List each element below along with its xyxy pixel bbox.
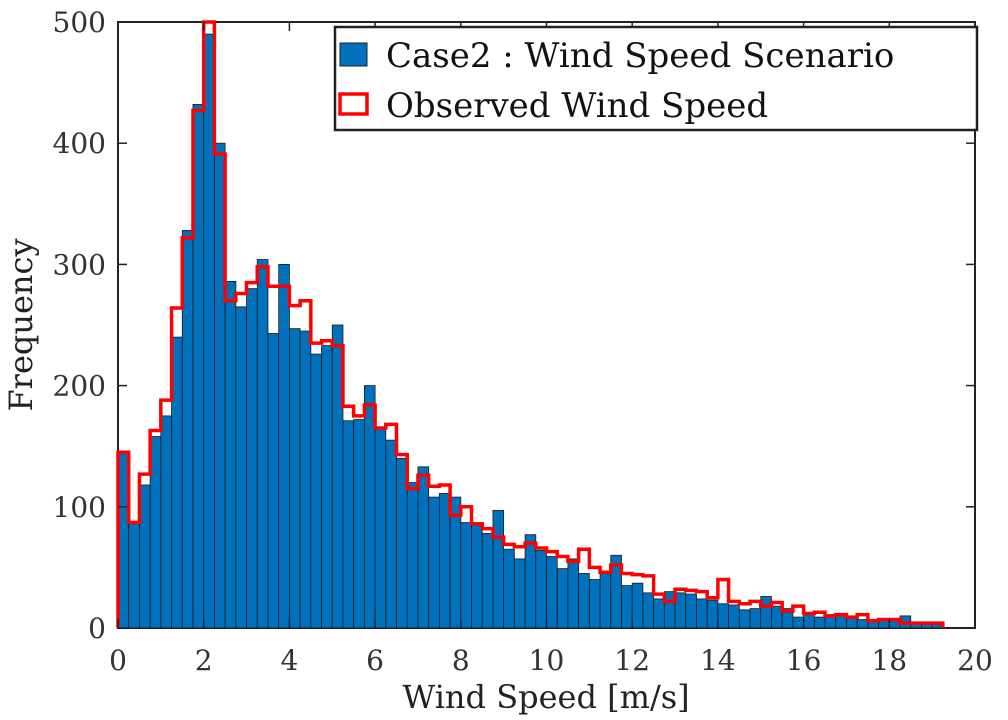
scenario-bar bbox=[599, 570, 612, 629]
scenario-bar bbox=[246, 288, 258, 629]
y-tick-label: 100 bbox=[53, 491, 106, 524]
x-tick-label: 12 bbox=[614, 644, 650, 677]
scenario-bar bbox=[310, 353, 322, 629]
scenario-bar bbox=[696, 598, 708, 629]
scenario-bar bbox=[235, 306, 247, 629]
scenario-bar bbox=[128, 523, 140, 629]
y-tick-labels: 0 100 200 300 400 500 bbox=[53, 6, 106, 645]
x-tick-label: 8 bbox=[452, 644, 470, 677]
scenario-bar bbox=[631, 582, 644, 629]
scenario-bar bbox=[642, 592, 655, 629]
y-tick-label: 500 bbox=[53, 6, 106, 39]
scenario-bar bbox=[685, 593, 697, 629]
x-tick-label: 6 bbox=[366, 644, 384, 677]
scenario-bar bbox=[503, 548, 515, 629]
scenario-bar bbox=[417, 466, 430, 629]
scenario-bar bbox=[653, 598, 665, 629]
scenario-bar bbox=[621, 585, 633, 629]
x-tick-label: 20 bbox=[957, 644, 993, 677]
scenario-bar bbox=[813, 616, 826, 629]
scenario-bar bbox=[321, 345, 333, 629]
x-tick-label: 16 bbox=[786, 644, 822, 677]
scenario-bar bbox=[160, 415, 172, 629]
scenario-bar bbox=[353, 419, 365, 629]
scenario-bar bbox=[738, 609, 751, 629]
scenario-bar bbox=[588, 579, 601, 629]
scenario-bar bbox=[867, 621, 879, 629]
scenario-bar bbox=[792, 616, 805, 629]
legend-swatch-scenario bbox=[339, 42, 368, 67]
y-axis-label: Frequency bbox=[2, 238, 40, 411]
x-tick-label: 0 bbox=[109, 644, 127, 677]
legend: Case2 : Wind Speed Scenario Observed Win… bbox=[333, 25, 979, 132]
legend-swatch-observed bbox=[338, 92, 369, 116]
scenario-bar bbox=[535, 550, 547, 629]
x-tick-label: 2 bbox=[195, 644, 213, 677]
x-tick-label: 4 bbox=[280, 644, 298, 677]
legend-box bbox=[333, 25, 979, 132]
scenario-bar bbox=[406, 482, 419, 629]
x-tick-labels: 0 2 4 6 8 10 12 14 16 18 20 bbox=[109, 644, 993, 677]
scenario-bar bbox=[556, 568, 569, 629]
scenario-bar bbox=[513, 558, 526, 629]
scenario-bar bbox=[803, 614, 815, 629]
scenario-bar bbox=[224, 280, 237, 629]
scenario-bar bbox=[921, 623, 933, 629]
x-axis-label: Wind Speed [m/s] bbox=[402, 678, 689, 716]
scenario-bar bbox=[471, 522, 483, 629]
scenario-bar bbox=[578, 573, 590, 629]
scenario-bar bbox=[481, 533, 494, 629]
scenario-bar bbox=[706, 599, 719, 629]
y-tick-label: 400 bbox=[53, 127, 106, 160]
scenario-bar bbox=[385, 439, 397, 629]
scenario-bars bbox=[117, 33, 944, 629]
observed-series-outline bbox=[116, 20, 945, 628]
scenario-bar bbox=[342, 420, 355, 629]
scenario-bar bbox=[717, 603, 730, 629]
scenario-bar bbox=[460, 522, 472, 629]
scenario-bar bbox=[267, 333, 280, 629]
y-tick-label: 0 bbox=[88, 612, 106, 645]
scenario-bar bbox=[278, 263, 290, 629]
x-tick-label: 10 bbox=[529, 644, 565, 677]
scenario-bar bbox=[428, 496, 440, 629]
legend-label-scenario: Case2 : Wind Speed Scenario bbox=[386, 36, 894, 76]
x-tick-label: 18 bbox=[871, 644, 907, 677]
scenario-bar bbox=[546, 556, 558, 629]
y-tick-label: 200 bbox=[53, 370, 106, 403]
scenario-bar bbox=[288, 328, 301, 629]
scenario-bar bbox=[374, 427, 387, 629]
scenario-bar bbox=[256, 259, 269, 629]
scenario-bar bbox=[728, 604, 740, 629]
x-tick-label: 14 bbox=[700, 644, 736, 677]
scenario-bar bbox=[299, 330, 312, 629]
y-tick-label: 300 bbox=[53, 248, 106, 281]
scenario-bar bbox=[567, 558, 580, 629]
scenario-bar bbox=[749, 608, 762, 629]
scenario-bar bbox=[846, 617, 858, 629]
legend-label-observed: Observed Wind Speed bbox=[386, 86, 768, 126]
